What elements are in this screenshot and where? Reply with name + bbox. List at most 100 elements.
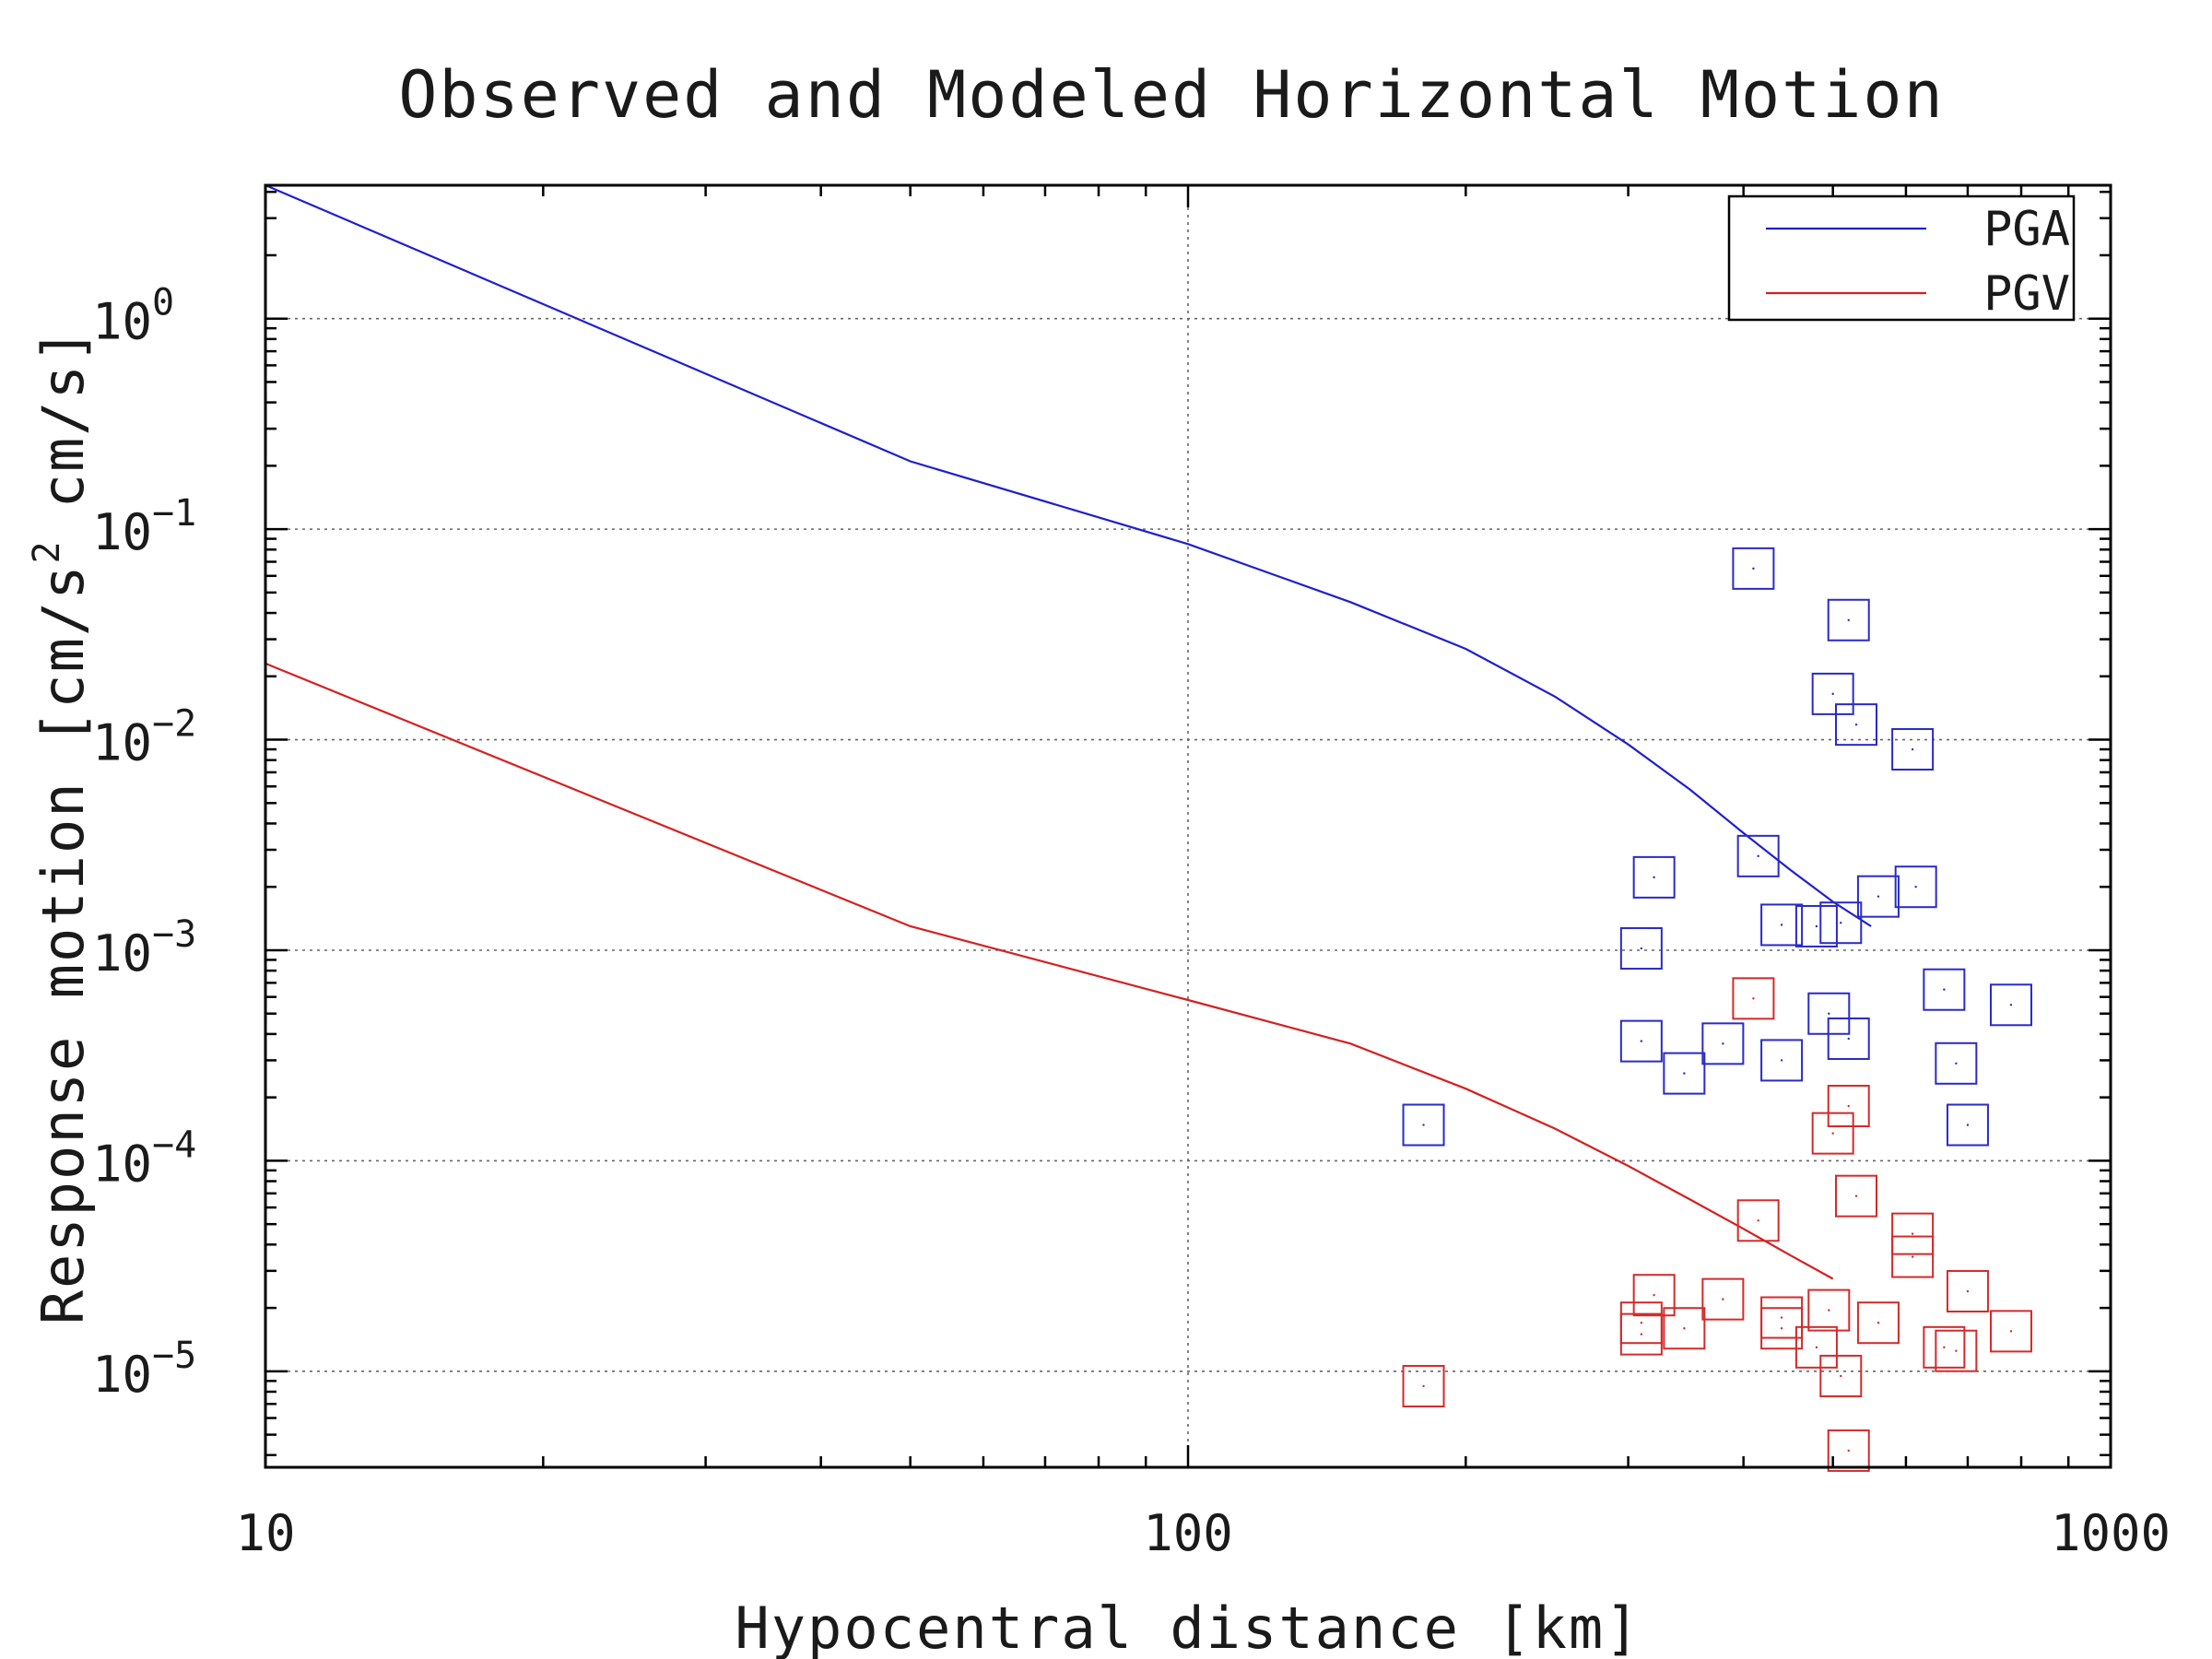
data-point-center-dot (1653, 1294, 1655, 1297)
data-point-center-dot (1955, 1062, 1958, 1065)
y-tick-label: 10−5 (92, 1335, 196, 1404)
data-point-square (1811, 1112, 1854, 1155)
data-point-square (1891, 728, 1935, 771)
data-point-center-dot (1640, 947, 1643, 950)
data-point-square (1891, 1212, 1935, 1255)
legend-label-pga: PGA (1983, 202, 2070, 257)
data-point-square (1835, 703, 1878, 747)
x-axis-label: Hypocentral distance [km] (735, 1594, 1641, 1659)
grid-lines (265, 185, 2111, 1467)
data-point-square (1402, 1364, 1445, 1407)
data-point-square (1663, 1052, 1706, 1095)
data-point-center-dot (1722, 1042, 1724, 1045)
data-point-square (1935, 1329, 1978, 1372)
series-line-pgv (265, 662, 1834, 1280)
data-point-square (1819, 901, 1863, 945)
data-point-center-dot (1831, 1132, 1834, 1135)
data-point-square (1891, 1235, 1935, 1278)
data-point-center-dot (1683, 1072, 1686, 1075)
y-tick-labels: 100 10−1 10−2 10−3 10−4 10−5 (92, 282, 196, 1404)
data-point-center-dot (1831, 692, 1834, 696)
legend-label-pgv: PGV (1983, 266, 2070, 322)
data-point-square (1760, 903, 1804, 947)
y-axis-label-superscript: 2 (26, 539, 68, 563)
y-axis-label-main: Response motion [cm/s (29, 563, 97, 1324)
data-point-square (1402, 1103, 1445, 1147)
data-point-square (1794, 904, 1838, 947)
data-point-square (1619, 1312, 1663, 1356)
data-point-center-dot (1752, 997, 1755, 1000)
data-point-center-dot (1422, 1384, 1425, 1388)
data-point-square (1732, 977, 1775, 1020)
y-tick-label: 10−1 (92, 492, 196, 561)
data-point-center-dot (1422, 1124, 1425, 1126)
legend: PGA PGV (1727, 194, 2076, 322)
data-point-center-dot (1757, 854, 1759, 858)
data-point-square (1856, 875, 1900, 918)
data-point-center-dot (1966, 1124, 1970, 1126)
data-point-center-dot (1780, 924, 1783, 926)
data-point-square (1811, 672, 1854, 715)
y-axis-label: Response motion [cm/s2 cm/s] (26, 327, 97, 1325)
data-point-square (1760, 1307, 1804, 1350)
data-point-square (1935, 1041, 1978, 1085)
data-point-center-dot (1943, 1346, 1946, 1349)
plot-series (265, 183, 2032, 1472)
data-point-center-dot (1966, 1289, 1970, 1293)
data-point-square (1946, 1270, 1989, 1312)
data-point-square (1663, 1307, 1706, 1350)
y-tick-label: 10−2 (92, 703, 196, 772)
data-point-center-dot (1780, 1316, 1783, 1319)
data-point-square (1923, 968, 1966, 1011)
data-point-center-dot (1640, 1322, 1643, 1324)
data-point-center-dot (1722, 1298, 1724, 1300)
data-point-square (1827, 1017, 1870, 1060)
data-point-center-dot (1757, 1219, 1759, 1222)
data-point-square (1856, 1301, 1900, 1345)
data-point-center-dot (1847, 1449, 1850, 1453)
data-point-center-dot (1683, 1327, 1686, 1330)
data-point-center-dot (1877, 1322, 1880, 1324)
data-point-center-dot (1847, 1104, 1850, 1108)
data-point-center-dot (1847, 1037, 1850, 1041)
data-point-center-dot (1955, 1349, 1958, 1352)
data-point-square (1923, 1325, 1966, 1369)
data-point-square (1807, 1288, 1851, 1332)
data-point-square (1827, 1429, 1870, 1472)
y-tick-label: 10−3 (92, 913, 196, 982)
x-tick-label: 10 (235, 1504, 295, 1562)
data-point-center-dot (1943, 988, 1946, 991)
chart-title: Observed and Modeled Horizontal Motion (398, 57, 1944, 133)
data-point-square (1835, 1174, 1878, 1218)
legend-box (1727, 194, 2076, 322)
series-line-pga (265, 183, 1872, 927)
data-point-center-dot (1780, 1059, 1783, 1062)
data-point-center-dot (1640, 1040, 1643, 1042)
data-point-center-dot (1752, 567, 1755, 571)
data-point-center-dot (1877, 895, 1880, 898)
data-point-center-dot (1653, 876, 1655, 879)
data-point-square (1632, 855, 1676, 899)
y-tick-label: 100 (92, 282, 174, 351)
data-point-center-dot (1780, 1327, 1783, 1330)
tick-marks (264, 185, 2112, 1467)
data-point-square (1732, 547, 1775, 590)
x-tick-labels: 10 100 1000 (235, 1504, 2171, 1562)
data-point-square (1989, 1310, 2032, 1353)
data-point-center-dot (1815, 1346, 1818, 1349)
data-point-square (1794, 1325, 1838, 1369)
data-point-square (1632, 1274, 1676, 1317)
data-point-center-dot (1828, 1012, 1830, 1015)
data-point-center-dot (1840, 1374, 1842, 1378)
data-point-square (1760, 1039, 1804, 1082)
data-point-center-dot (1828, 1309, 1830, 1312)
data-point-square (1701, 1022, 1745, 1065)
data-point-square (1827, 1085, 1870, 1128)
data-point-center-dot (1854, 723, 1858, 726)
data-point-center-dot (2009, 1330, 2013, 1333)
y-axis-label-tail: cm/s] (29, 327, 97, 509)
y-tick-label: 10−4 (92, 1124, 196, 1193)
data-point-square (1619, 1019, 1663, 1063)
data-point-square (1736, 834, 1780, 877)
data-point-center-dot (1840, 922, 1842, 924)
